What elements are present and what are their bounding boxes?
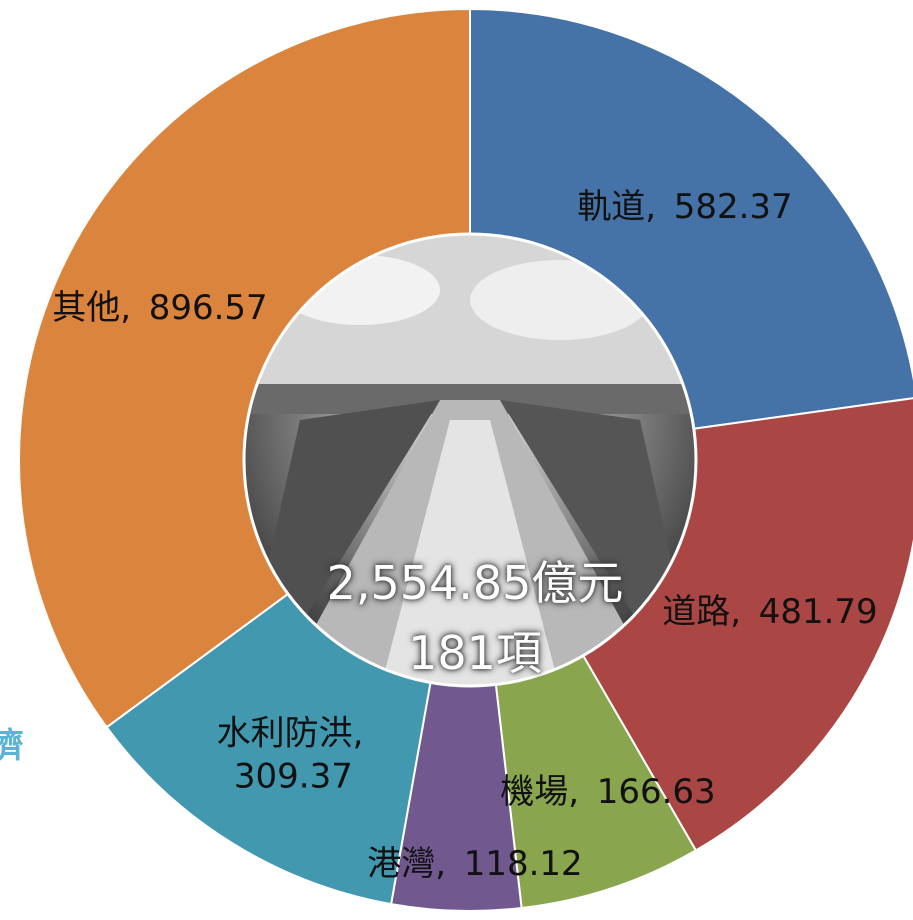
label-value: 896.57: [148, 287, 268, 328]
center-count: 181項: [408, 626, 542, 680]
center-total: 2,554.85億元: [326, 556, 624, 610]
data-label: 機場 166.63: [500, 771, 715, 814]
annotation: 濟: [0, 726, 24, 766]
label-category: 機場: [500, 772, 579, 812]
label-value: 118.12: [463, 843, 583, 884]
label-category: 水利防洪: [217, 714, 364, 754]
label-category: 軌道: [577, 187, 656, 227]
slices: [18, 7, 913, 912]
data-label: 道路 481.79: [662, 591, 877, 634]
hole-ring: [242, 232, 698, 688]
label-value: 582.37: [673, 186, 793, 227]
data-label: 水利防洪 309.37: [195, 713, 385, 798]
label-category: 其他: [52, 288, 131, 328]
data-label: 港灣 118.12: [367, 843, 582, 886]
label-category: 港灣: [367, 844, 446, 884]
data-label: 軌道 582.37: [577, 186, 792, 229]
data-label: 其他 896.57: [52, 287, 267, 330]
label-value: 481.79: [758, 591, 878, 632]
label-value: 166.63: [596, 771, 716, 812]
label-category: 道路: [662, 592, 741, 632]
label-value: 309.37: [233, 756, 353, 796]
